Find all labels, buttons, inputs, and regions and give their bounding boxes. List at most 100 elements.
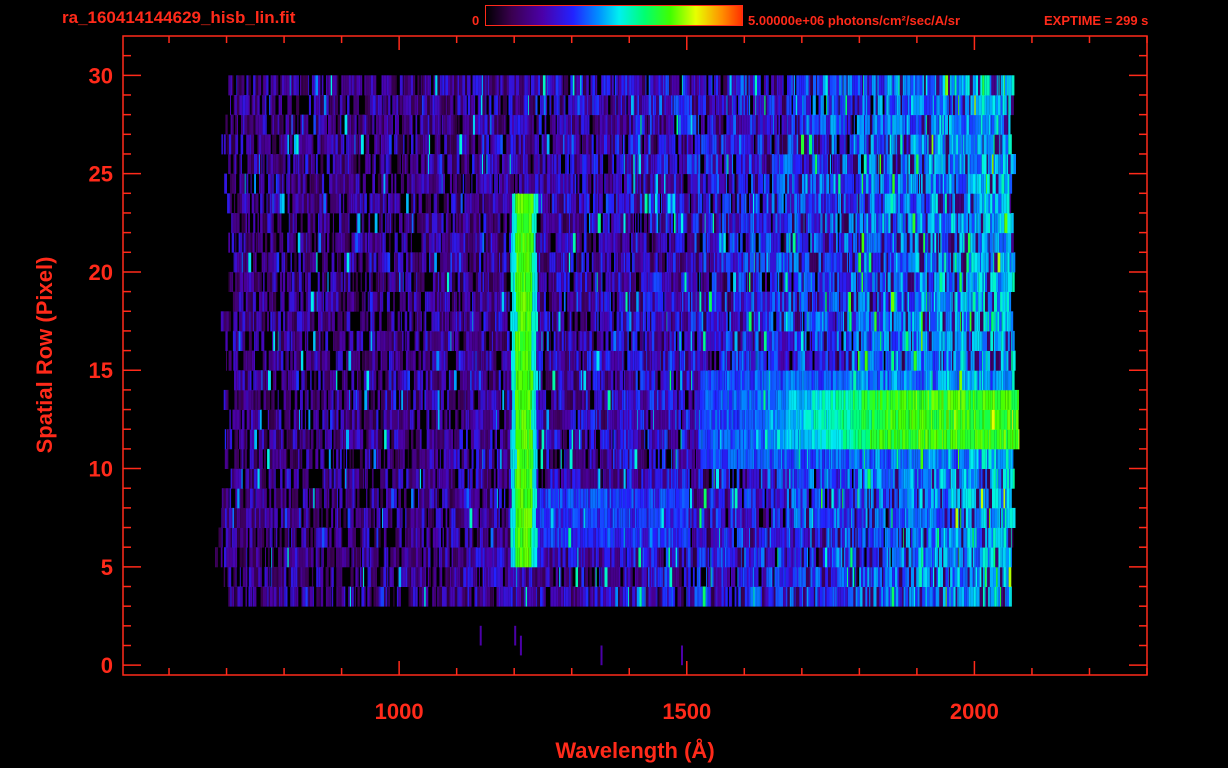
heatmap-cell — [696, 468, 699, 489]
heatmap-cell — [288, 370, 290, 391]
heatmap-cell — [636, 350, 639, 371]
heatmap-cell — [702, 547, 704, 568]
heatmap-cell — [638, 429, 641, 450]
heatmap-cell — [843, 586, 846, 607]
heatmap-cell — [892, 507, 896, 528]
heatmap-cell — [754, 586, 757, 607]
heatmap-cell — [350, 507, 352, 528]
heatmap-cell — [511, 488, 515, 509]
heatmap-cell — [376, 507, 379, 528]
heatmap-cell — [978, 468, 980, 489]
heatmap-cell — [789, 488, 791, 509]
heatmap-cell — [945, 586, 947, 607]
heatmap-cell — [570, 488, 573, 509]
heatmap-cell — [934, 448, 937, 469]
heatmap-cell — [845, 547, 849, 568]
heatmap-cell — [993, 547, 996, 568]
heatmap-cell — [346, 488, 348, 509]
heatmap-cell — [476, 448, 479, 469]
heatmap-cell — [344, 389, 346, 410]
heatmap-cell — [327, 370, 330, 391]
heatmap-cell — [870, 350, 872, 371]
heatmap-cell — [911, 448, 914, 469]
heatmap-cell — [895, 409, 899, 430]
heatmap-cell — [872, 547, 874, 568]
heatmap-cell — [837, 468, 840, 489]
heatmap-cell — [284, 409, 286, 430]
heatmap-cell — [878, 389, 881, 410]
heatmap-cell — [837, 350, 840, 371]
heatmap-cell — [890, 389, 893, 410]
heatmap-cell — [756, 527, 759, 548]
heatmap-cell — [687, 370, 690, 391]
heatmap-cell — [239, 389, 241, 410]
heatmap-cell — [824, 409, 826, 430]
heatmap-cell — [437, 370, 439, 391]
heatmap-cell — [396, 547, 400, 568]
heatmap-cell — [504, 370, 506, 391]
heatmap-cell — [982, 370, 984, 391]
heatmap-cell — [542, 566, 546, 587]
heatmap-cell — [801, 547, 803, 568]
heatmap-cell — [308, 409, 311, 430]
heatmap-cell — [912, 370, 914, 391]
heatmap-cell — [588, 507, 591, 528]
heatmap-cell — [224, 429, 226, 450]
heatmap-cell — [745, 527, 747, 548]
heatmap-cell — [807, 448, 809, 469]
heatmap-cell — [798, 566, 800, 587]
heatmap-cell — [475, 547, 479, 568]
heatmap-cell — [384, 350, 388, 371]
heatmap-cell — [809, 547, 811, 568]
heatmap-cell — [773, 370, 777, 391]
heatmap-cell — [795, 370, 797, 391]
heatmap-cell — [602, 389, 605, 410]
heatmap-cell — [847, 507, 849, 528]
heatmap-cell — [824, 527, 827, 548]
heatmap-cell — [982, 350, 983, 371]
heatmap-cell — [984, 468, 986, 489]
heatmap-cell — [530, 429, 533, 450]
heatmap-cell — [806, 527, 809, 548]
heatmap-cell — [386, 547, 389, 568]
heatmap-cell — [877, 547, 880, 568]
heatmap-cell — [883, 429, 886, 450]
heatmap-cell — [802, 350, 806, 371]
heatmap-cell — [925, 389, 927, 410]
heatmap-cell — [879, 507, 882, 528]
heatmap-cell — [232, 547, 236, 568]
heatmap-cell — [346, 448, 348, 469]
heatmap-cell — [822, 448, 825, 469]
heatmap-cell — [345, 389, 347, 410]
heatmap-cell — [457, 488, 460, 509]
heatmap-cell — [704, 409, 707, 430]
heatmap-cell — [946, 586, 950, 607]
heatmap-cell — [655, 527, 658, 548]
heatmap-cell — [504, 547, 507, 568]
heatmap-cell — [980, 389, 983, 410]
heatmap-cell — [394, 488, 397, 509]
heatmap-cell — [802, 527, 805, 548]
heatmap-cell — [717, 409, 719, 430]
heatmap-cell — [877, 566, 879, 587]
heatmap-cell — [867, 586, 870, 607]
heatmap-cell — [981, 566, 983, 587]
heatmap-cell — [482, 586, 486, 607]
heatmap-cell — [457, 389, 459, 410]
heatmap-cell — [992, 370, 996, 391]
heatmap-cell — [336, 448, 339, 469]
heatmap-cell — [946, 350, 949, 371]
heatmap-cell — [640, 370, 644, 391]
heatmap-cell — [963, 566, 966, 587]
heatmap-cell — [401, 547, 404, 568]
heatmap-cell — [481, 350, 483, 371]
heatmap-cell — [1012, 350, 1016, 371]
heatmap-cell — [792, 350, 794, 371]
heatmap-cell — [287, 468, 289, 489]
heatmap-cell — [658, 488, 661, 509]
heatmap-cell — [617, 370, 620, 391]
heatmap-cell — [862, 448, 864, 469]
heatmap-cell — [551, 409, 554, 430]
heatmap-cell — [961, 488, 963, 509]
heatmap-cell — [458, 468, 462, 489]
